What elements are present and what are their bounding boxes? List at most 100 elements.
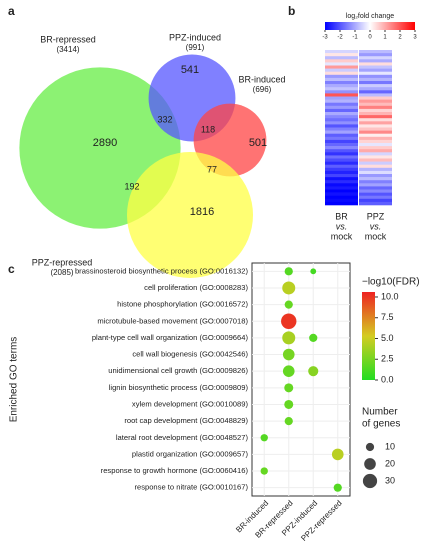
heatmap-cell [359,59,392,63]
column-label: mock [365,231,387,241]
heatmap-cell [325,139,358,144]
heatmap-cell [359,112,392,116]
y-tick-label: xylem development (GO:0010089) [132,399,249,408]
y-tick-label: root cap development (GO:0048829) [124,416,248,425]
heatmap-cell [325,183,358,187]
region-count: 501 [249,137,267,149]
y-tick-label: lateral root development (GO:0048527) [116,433,249,442]
heatmap-cell [325,62,358,66]
heatmap-cell [359,93,392,97]
heatmap-cell [325,59,358,63]
colorbar-tick-label: 10.0 [381,291,399,301]
set-name: PPZ-induced [169,32,221,42]
size-legend-label: 10 [385,441,395,451]
heatmap-cell [359,121,392,125]
set-name: BR-repressed [40,34,96,44]
dot [281,313,297,329]
dot [282,331,296,345]
heatmap-cell [359,192,392,196]
heatmap-cell [359,50,392,54]
heatmap-cell [359,71,392,76]
colorbar-title: log₂fold change [346,13,394,20]
heatmap-cell [325,53,358,57]
heatmap-cell [359,96,392,100]
y-tick-label: brassinosteroid biosynthetic process (GO… [75,266,249,275]
heatmap-cell [359,164,392,169]
heatmap-cell [359,195,392,200]
dot [282,281,296,295]
heatmap-cell [325,121,358,125]
heatmap-cell [325,108,358,113]
y-tick-label: plant-type cell wall organization (GO:00… [92,333,249,342]
heatmap-cell [359,177,392,181]
heatmap-cell [325,130,358,134]
dot [309,333,318,343]
heatmap-cell [359,74,392,79]
region-count: 541 [181,64,199,76]
heatmap-cell [359,198,392,203]
heatmap-cell [325,74,358,79]
heatmap-cell [325,155,358,159]
size-legend-title: of genes [362,419,400,430]
color-legend-title: −log10(FDR) [362,277,420,288]
heatmap-cell [359,108,392,113]
colorbar-tick-label: 1 [383,35,387,41]
heatmap-cell [325,192,358,196]
heatmap-cell [359,170,392,175]
heatmap-cell [359,53,392,57]
heatmap-cell [325,71,358,76]
heatmap-cell [359,56,392,60]
heatmap-cell [325,177,358,181]
y-tick-label: cell wall biogenesis (GO:0042546) [132,350,248,359]
heatmap-cell [359,189,392,193]
heatmap-cell [325,115,358,119]
column-label: vs. [370,221,382,231]
dot [331,448,344,461]
colorbar [362,292,375,380]
heatmap-cell [325,50,358,54]
plot-frame [251,262,351,497]
set-count: (2085) [50,268,73,277]
heatmap-cell [359,155,392,159]
heatmap-cell [359,158,392,162]
y-axis-title: Enriched GO terms [9,337,20,423]
column-label: vs. [336,221,348,231]
heatmap-cell [359,143,392,147]
dot [284,399,294,409]
size-legend-label: 20 [385,458,395,468]
size-legend-dot [362,473,378,489]
y-tick-label: unidimensional cell growth (GO:0009826) [108,366,248,375]
region-count: 192 [124,181,139,191]
heatmap-cell [325,56,358,60]
heatmap-cell [359,180,392,184]
colorbar-tick-label: 5.0 [381,333,394,343]
heatmap-cell [325,186,358,190]
dot [282,365,295,377]
heatmap-cell [325,105,358,110]
colorbar-tick-label: 7.5 [381,312,394,322]
y-tick-label: lignin biosynthetic process (GO:0009809) [109,383,249,392]
set-count: (991) [186,43,205,52]
heatmap-cell [325,198,358,203]
dot [308,366,319,377]
heatmap-cell [359,99,392,103]
heatmap-cell [325,136,358,141]
region-count: 2890 [93,137,117,149]
heatmap-cell [325,87,358,91]
heatmap-cell [359,115,392,119]
heatmap-cell [359,133,392,138]
heatmap-cell [325,68,358,72]
heatmap-cell [325,77,358,82]
heatmap-cell [325,99,358,103]
heatmap-cell [325,149,358,153]
colorbar [325,22,415,30]
heatmap-cell [359,84,392,88]
size-legend-dot [365,442,375,452]
heatmap-cell [359,149,392,153]
heatmap-cell [325,195,358,200]
region-count: 118 [201,124,215,134]
panel-label: b [288,4,295,18]
colorbar-tick-label: -2 [337,35,343,41]
colorbar-tick-label: 3 [413,35,417,41]
